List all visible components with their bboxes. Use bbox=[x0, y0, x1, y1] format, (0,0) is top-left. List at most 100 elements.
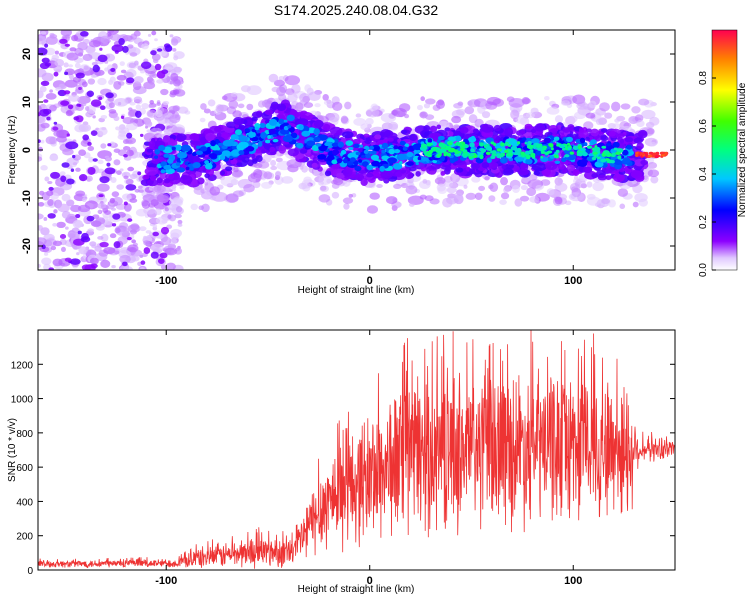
spectrogram-blob bbox=[114, 227, 121, 234]
spectrogram-blob bbox=[664, 151, 668, 155]
spectrogram-blob bbox=[543, 137, 551, 144]
spectrogram-blob bbox=[185, 166, 190, 171]
spectrogram-blob bbox=[595, 118, 604, 126]
spectrogram-blob bbox=[105, 92, 114, 99]
spectrogram-blob bbox=[557, 163, 565, 170]
spectrogram-blob bbox=[562, 127, 571, 133]
spectrogram-blob bbox=[631, 106, 641, 114]
spectrogram-blob bbox=[152, 58, 159, 64]
spectrogram-blob bbox=[345, 140, 354, 146]
spectrogram-blob bbox=[252, 181, 261, 189]
spectrogram-blob bbox=[170, 72, 179, 82]
spectrogram-blob bbox=[38, 201, 45, 207]
spectrogram-blob bbox=[99, 241, 109, 248]
spectrogram-blob bbox=[152, 231, 159, 237]
colorbar-tick-label: 0.6 bbox=[698, 119, 709, 133]
spectrogram-blob bbox=[488, 184, 494, 190]
spectrogram-blob bbox=[276, 103, 287, 111]
spectrogram-blob bbox=[91, 244, 97, 249]
spectrogram-blob bbox=[129, 101, 136, 106]
spectrogram-blob bbox=[100, 35, 110, 44]
spectrogram-blob bbox=[437, 135, 445, 141]
spectrogram-blob bbox=[561, 147, 566, 151]
spectrogram-blob bbox=[488, 195, 496, 202]
spectrogram-blob bbox=[436, 183, 446, 192]
spectrogram-blob bbox=[126, 77, 135, 84]
spectrogram-blob bbox=[70, 168, 75, 172]
spectrogram-blob bbox=[156, 193, 170, 203]
spectrogram-blob bbox=[181, 144, 191, 152]
spectrogram-blob bbox=[422, 178, 428, 184]
spectrogram-blob bbox=[551, 130, 558, 135]
spectrogram-blob bbox=[272, 138, 279, 143]
spectrogram-blob bbox=[222, 139, 235, 147]
spectrogram-blob bbox=[68, 94, 80, 102]
spectrogram-blob bbox=[128, 62, 137, 68]
spectrogram-blob bbox=[369, 145, 375, 150]
spectrogram-blob bbox=[52, 258, 63, 267]
spectrogram-blob bbox=[99, 105, 106, 111]
spectrogram-blob bbox=[447, 142, 453, 146]
spectrogram-blob bbox=[112, 196, 123, 206]
spectrogram-blob bbox=[326, 178, 332, 184]
spectrogram-blob bbox=[540, 149, 545, 155]
spectrogram-blob bbox=[415, 170, 421, 177]
spectrogram-blob bbox=[270, 165, 278, 171]
spectrogram-blob bbox=[38, 116, 46, 124]
spectrogram-blob bbox=[190, 203, 199, 211]
spectrogram-blob bbox=[387, 137, 394, 142]
spectrogram-blob bbox=[641, 109, 656, 120]
spectrogram-blob bbox=[110, 207, 117, 211]
spectrogram-blob bbox=[506, 96, 515, 103]
spectrogram-blob bbox=[243, 183, 255, 193]
spectrogram-blob bbox=[451, 115, 462, 124]
spectrogram-blob bbox=[380, 113, 397, 123]
spectrogram-blob bbox=[557, 178, 564, 184]
spectrogram-blob bbox=[45, 92, 57, 100]
spectrogram-blob bbox=[81, 81, 88, 88]
spectrogram-blob bbox=[205, 132, 215, 142]
spectrogram-blob bbox=[406, 151, 414, 158]
spectrogram-blob bbox=[604, 112, 613, 119]
spectrogram-blob bbox=[220, 176, 237, 187]
spectrogram-blob bbox=[87, 228, 94, 233]
spectrogram-blob bbox=[103, 219, 112, 225]
spectrogram-blob bbox=[400, 183, 409, 189]
spectrogram-blob bbox=[393, 183, 402, 189]
spectrogram-blob bbox=[360, 178, 368, 187]
spectrogram-blob bbox=[238, 182, 245, 189]
spectrogram-blob bbox=[446, 196, 458, 205]
spectrogram-blob bbox=[108, 102, 115, 109]
spectrogram-blob bbox=[287, 148, 299, 157]
spectrogram-blob bbox=[315, 143, 322, 147]
spectrogram-blob bbox=[149, 99, 155, 105]
spectrogram-blob bbox=[650, 175, 659, 184]
spectrogram-blob bbox=[525, 158, 533, 165]
spectrogram-blob bbox=[306, 140, 316, 147]
spectrogram-blob bbox=[38, 112, 41, 117]
y-tick-label: 10 bbox=[21, 96, 33, 108]
spectrogram-blob bbox=[512, 184, 520, 194]
spectrogram-blob bbox=[446, 186, 457, 194]
spectrogram-blob bbox=[50, 171, 61, 179]
spectrogram-blob bbox=[69, 258, 81, 265]
spectrogram-blob bbox=[82, 38, 90, 45]
spectrogram-blob bbox=[479, 142, 485, 147]
spectrogram-blob bbox=[126, 122, 138, 131]
spectrogram-blob bbox=[220, 170, 226, 176]
spectrogram-blob bbox=[60, 30, 73, 37]
spectrogram-blob bbox=[425, 98, 436, 105]
spectrogram-blob bbox=[596, 156, 601, 160]
spectrogram-blob bbox=[176, 133, 187, 142]
spectrogram-blob bbox=[233, 167, 239, 173]
spectrogram-blob bbox=[78, 174, 88, 182]
spectrogram-blob bbox=[89, 257, 99, 265]
spectrogram-blob bbox=[158, 144, 166, 151]
spectrogram-blob bbox=[65, 141, 79, 150]
spectrogram-blob bbox=[66, 199, 75, 207]
spectrogram-blob bbox=[210, 140, 216, 147]
spectrogram-blob bbox=[576, 98, 586, 107]
spectrogram-blob bbox=[572, 169, 580, 176]
spectrogram-y-label: Frequency (Hz) bbox=[7, 116, 18, 185]
